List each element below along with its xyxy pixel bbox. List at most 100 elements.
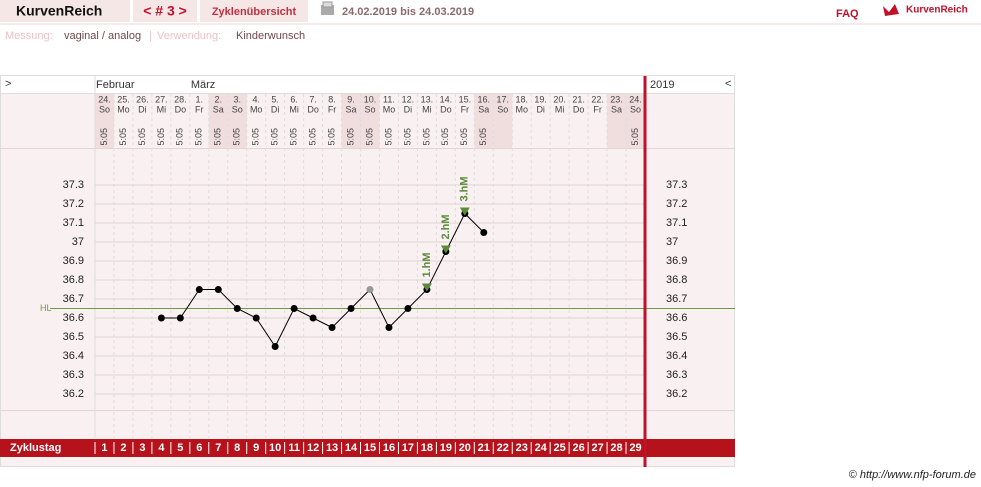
date-label: 3. xyxy=(233,94,241,104)
temperature-point xyxy=(366,286,374,293)
nav-next[interactable]: > xyxy=(5,78,11,90)
weekday-label: Di xyxy=(138,104,147,114)
weekday-label: Fr xyxy=(593,104,602,114)
annotation: 2.hM xyxy=(440,214,452,239)
weekday-label: Mo xyxy=(117,104,130,114)
x-tick-label: 24 xyxy=(535,442,548,454)
annotation: 3.hM xyxy=(459,176,471,201)
x-tick-label: 18 xyxy=(421,442,433,454)
x-tick-label: 14 xyxy=(345,442,358,454)
year: 2019 xyxy=(650,79,674,91)
logo[interactable]: KurvenReich xyxy=(906,5,968,16)
time-label: 5:05 xyxy=(364,128,374,146)
date-label: 8. xyxy=(328,94,336,104)
time-label: 5:05 xyxy=(232,128,242,146)
date-label: 12. xyxy=(402,94,415,104)
y-tick-label: 36.9 xyxy=(666,255,687,267)
y-tick-label: 36.8 xyxy=(63,274,84,286)
annotation-marker xyxy=(459,207,470,216)
time-label: 5:05 xyxy=(478,128,488,146)
y-tick-label: 37.2 xyxy=(63,198,84,210)
time-label: 5:05 xyxy=(251,128,261,146)
copyright: © http://www.nfp-forum.de xyxy=(849,469,976,481)
weekend-shade xyxy=(493,94,513,148)
date-label: 23. xyxy=(610,94,623,104)
date-label: 14. xyxy=(440,94,453,104)
weekday-label: Mi xyxy=(289,104,299,114)
date-label: 11. xyxy=(383,94,395,104)
date-label: 22. xyxy=(591,94,604,104)
time-label: 5:05 xyxy=(289,128,299,146)
date-label: 15. xyxy=(459,94,472,104)
y-tick-label: 36.2 xyxy=(63,388,84,400)
temperature-point xyxy=(385,324,393,331)
date-label: 9. xyxy=(347,94,355,104)
weekday-label: Sa xyxy=(346,104,357,114)
weekend-shade xyxy=(360,94,380,148)
time-label: 5:05 xyxy=(630,128,640,146)
time-label: 5:05 xyxy=(421,128,431,146)
y-tick-label: 36.7 xyxy=(63,293,84,305)
y-tick-label: 36.6 xyxy=(666,312,687,324)
date-label: 1. xyxy=(196,94,204,104)
x-tick-label: 12 xyxy=(307,442,319,454)
weekend-shade xyxy=(626,94,645,148)
time-label: 5:05 xyxy=(440,128,450,146)
x-tick-label: 16 xyxy=(383,442,395,454)
date-label: 16. xyxy=(478,94,491,104)
x-tick-label: 26 xyxy=(572,442,584,454)
x-tick-label: 5 xyxy=(177,442,183,454)
date-label: 5. xyxy=(271,94,279,104)
date-label: 7. xyxy=(309,94,317,104)
temperature-point xyxy=(309,314,317,322)
date-label: 18. xyxy=(515,94,528,104)
tab[interactable]: Zyklenübersicht xyxy=(212,6,297,18)
date-label: 24. xyxy=(98,94,111,104)
y-tick-label: 37.2 xyxy=(666,198,687,210)
x-tick-label: 13 xyxy=(326,442,338,454)
month-label: Februar xyxy=(96,79,135,91)
weekday-label: So xyxy=(364,104,375,114)
weekday-label: Do xyxy=(307,104,319,114)
temperature-point xyxy=(404,305,412,312)
date-label: 17. xyxy=(497,94,510,104)
weekday-label: Sa xyxy=(478,104,489,114)
time-label: 5:05 xyxy=(402,128,412,146)
weekday-label: Di xyxy=(536,104,545,114)
y-tick-label: 36.3 xyxy=(63,369,84,381)
y-tick-label: 37.1 xyxy=(63,217,84,229)
x-tick-label: 2 xyxy=(120,442,126,454)
x-tick-label: 11 xyxy=(288,442,300,454)
temperature-point xyxy=(176,314,184,322)
weekday-label: Fr xyxy=(195,104,204,114)
temperature-point xyxy=(233,305,241,312)
temperature-point xyxy=(347,305,355,312)
weekday-label: Sa xyxy=(213,104,224,114)
temperature-point xyxy=(214,286,222,293)
x-tick-label: 1 xyxy=(101,442,107,454)
time-label: 5:05 xyxy=(326,128,336,146)
time-label: 5:05 xyxy=(459,128,469,146)
time-label: 5:05 xyxy=(383,128,393,146)
y-tick-label: 36.8 xyxy=(666,274,687,286)
y-tick-label: 36.5 xyxy=(666,331,687,343)
info-label: Messung: xyxy=(5,30,53,42)
weekday-label: Sa xyxy=(611,104,622,114)
cycle-nav[interactable]: < # 3 > xyxy=(143,3,187,19)
nav-prev[interactable]: < xyxy=(725,78,731,90)
cycle-day-bar xyxy=(0,439,735,457)
print-icon[interactable] xyxy=(321,5,334,15)
y-tick-label: 36.4 xyxy=(666,350,687,362)
date-label: 24. xyxy=(629,94,642,104)
time-label: 5:05 xyxy=(307,128,317,146)
temperature-point xyxy=(480,229,488,236)
date-label: 25. xyxy=(117,94,130,104)
x-tick-label: 7 xyxy=(215,442,221,454)
weekday-label: Fr xyxy=(328,104,337,114)
faq[interactable]: FAQ xyxy=(836,8,859,20)
weekday-label: Fr xyxy=(461,104,470,114)
temperature-point xyxy=(195,286,203,293)
annotation-marker xyxy=(421,283,432,292)
time-label: 5:05 xyxy=(213,128,223,146)
